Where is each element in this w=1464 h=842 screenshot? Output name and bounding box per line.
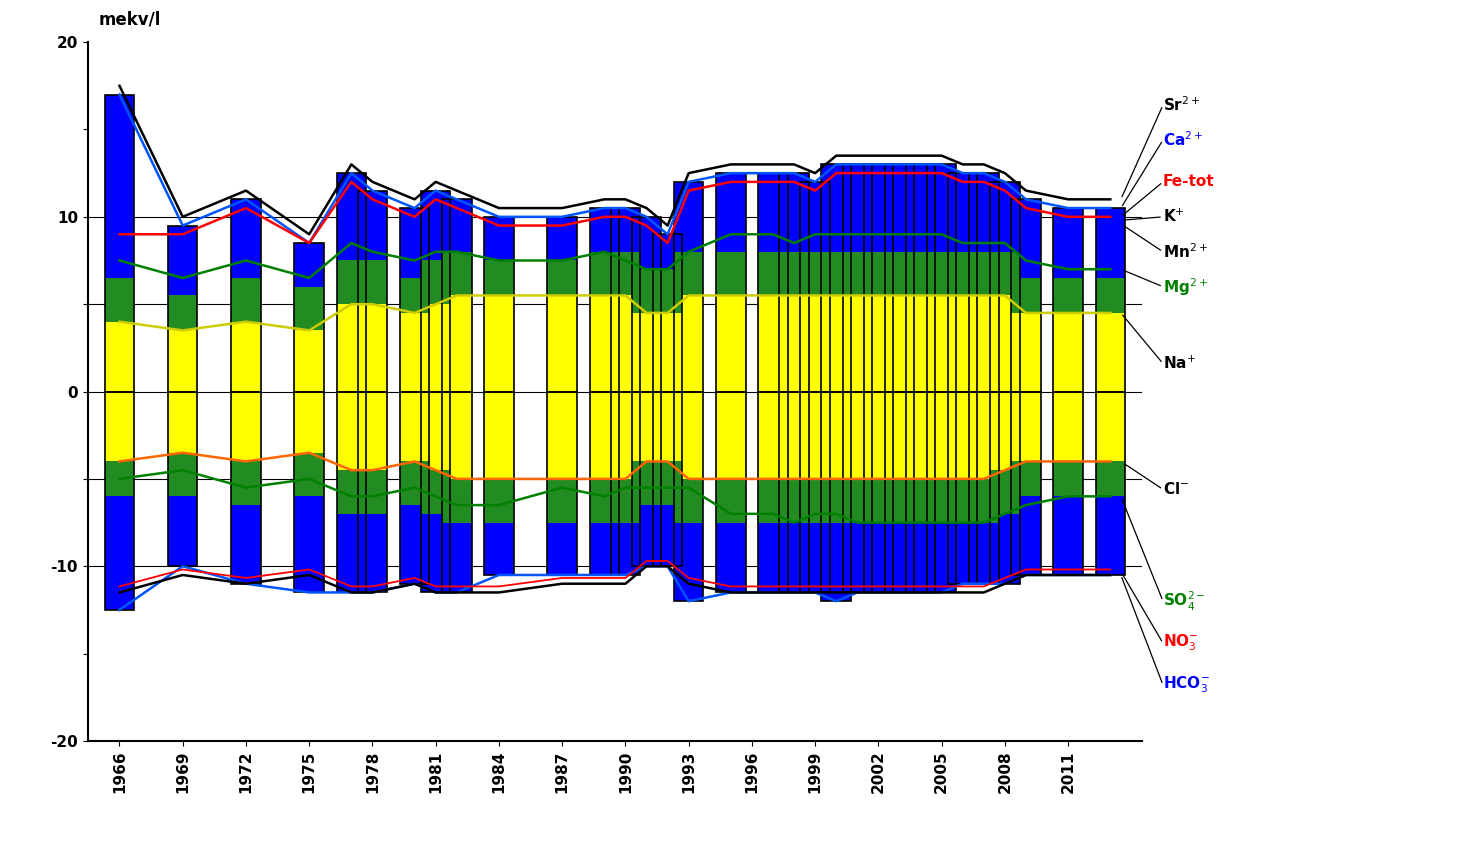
Bar [442,200,471,392]
Text: Mn$^{2+}$: Mn$^{2+}$ [1162,242,1208,261]
Bar [357,392,386,593]
Bar [1054,392,1083,575]
Bar [357,190,386,392]
Bar [864,392,893,593]
Bar [949,173,978,392]
Bar [422,392,451,593]
Bar [884,164,914,392]
Bar [673,182,703,392]
Bar [653,392,682,566]
Bar [548,392,577,575]
Bar [590,208,619,392]
Bar [758,173,788,392]
Text: HCO$_3^{-}$: HCO$_3^{-}$ [1162,674,1209,695]
Bar [485,216,514,392]
Bar [231,392,261,584]
Text: SO$_4^{2-}$: SO$_4^{2-}$ [1162,589,1206,613]
Bar [632,392,662,566]
Bar [843,392,873,593]
Text: NO$_3^{-}$: NO$_3^{-}$ [1162,633,1199,653]
Bar [337,392,366,593]
Bar [716,173,745,392]
Text: Fe-tot: Fe-tot [1162,174,1215,189]
Bar [548,216,577,392]
Bar [610,208,640,392]
Bar [400,392,429,584]
Bar [906,164,935,392]
Text: K$^{+}$: K$^{+}$ [1162,208,1184,226]
Bar [864,164,893,392]
Bar [105,94,135,392]
Bar [969,173,998,392]
Text: Cl$^{-}$: Cl$^{-}$ [1162,482,1189,498]
Bar [821,164,851,392]
Bar [779,173,808,392]
Bar [337,173,366,392]
Bar [801,392,830,593]
Bar [716,392,745,593]
Bar [485,392,514,575]
Bar [632,216,662,392]
Text: mekv/l: mekv/l [98,10,161,28]
Bar [1095,208,1124,392]
Text: Mg$^{2+}$: Mg$^{2+}$ [1162,276,1208,297]
Bar [422,190,451,392]
Bar [758,392,788,593]
Bar [843,164,873,392]
Bar [906,392,935,593]
Text: Sr$^{2+}$: Sr$^{2+}$ [1162,96,1200,115]
Bar [168,226,198,392]
Bar [990,392,1019,584]
Bar [1012,200,1041,392]
Text: Ca$^{2+}$: Ca$^{2+}$ [1162,131,1203,149]
Bar [442,392,471,593]
Bar [168,392,198,566]
Bar [294,243,324,392]
Bar [801,182,830,392]
Bar [1012,392,1041,575]
Bar [673,392,703,601]
Bar [927,164,956,392]
Bar [949,392,978,584]
Text: Na$^{+}$: Na$^{+}$ [1162,355,1196,372]
Bar [590,392,619,575]
Bar [105,392,135,610]
Bar [610,392,640,575]
Bar [990,182,1019,392]
Bar [400,208,429,392]
Bar [1095,392,1124,575]
Bar [294,392,324,593]
Bar [969,392,998,584]
Bar [821,392,851,601]
Bar [927,392,956,593]
Bar [653,234,682,392]
Bar [1054,208,1083,392]
Bar [779,392,808,593]
Bar [231,200,261,392]
Bar [884,392,914,593]
